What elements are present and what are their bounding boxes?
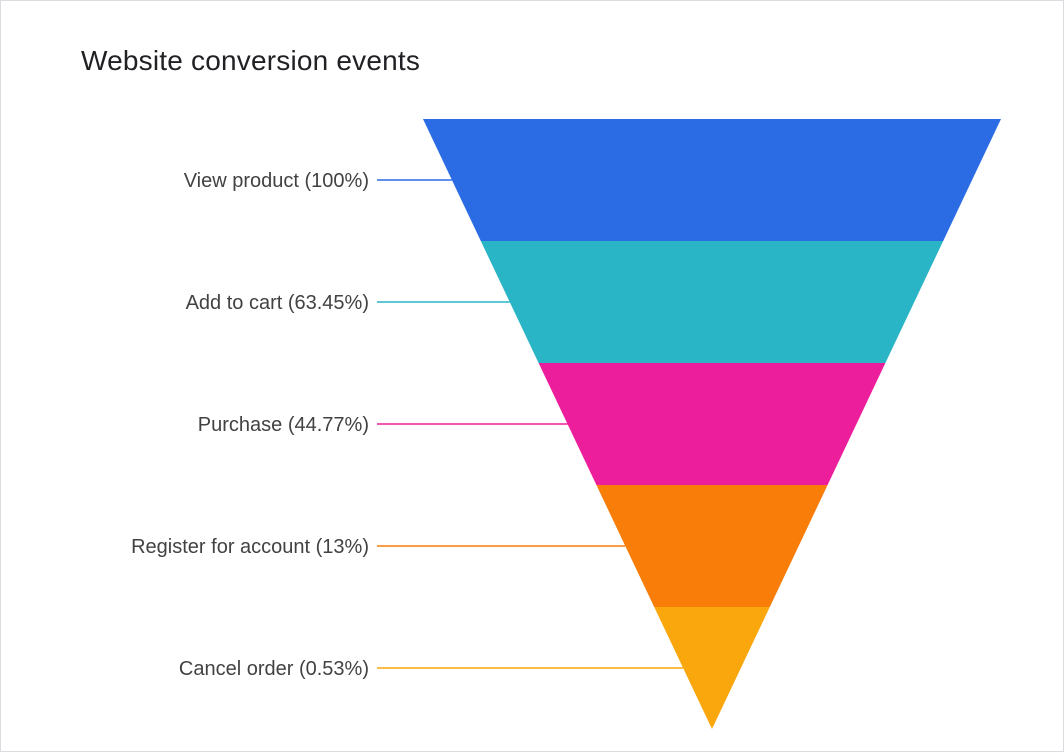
stage-label-register-for-account: Register for account (13%): [131, 536, 369, 558]
funnel-stage-purchase[interactable]: [538, 363, 886, 485]
stage-label-add-to-cart: Add to cart (63.45%): [186, 292, 369, 314]
chart-title: Website conversion events: [81, 45, 421, 76]
funnel-stage-view-product[interactable]: [423, 119, 1001, 241]
funnel-stage-cancel-order[interactable]: [654, 607, 770, 729]
stage-label-purchase: Purchase (44.77%): [198, 414, 369, 436]
stage-label-view-product: View product (100%): [184, 170, 369, 192]
funnel-stage-add-to-cart[interactable]: [480, 241, 944, 363]
funnel-stage-register-for-account[interactable]: [596, 485, 828, 607]
stage-label-cancel-order: Cancel order (0.53%): [179, 658, 369, 680]
